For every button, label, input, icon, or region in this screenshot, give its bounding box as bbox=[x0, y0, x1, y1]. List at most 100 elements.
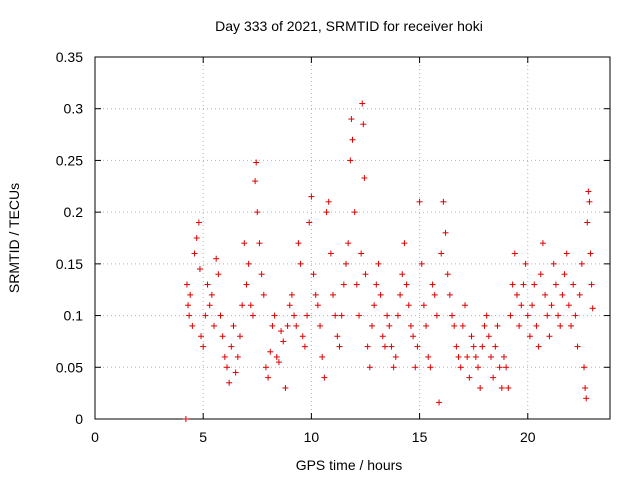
data-point bbox=[306, 219, 313, 226]
data-point bbox=[425, 353, 432, 360]
data-point bbox=[193, 235, 200, 241]
data-point bbox=[446, 291, 453, 298]
data-point bbox=[379, 333, 386, 340]
y-tick-label: 0.25 bbox=[56, 152, 83, 168]
data-point bbox=[588, 281, 595, 288]
data-point bbox=[420, 302, 427, 309]
data-point bbox=[262, 364, 269, 371]
data-point bbox=[332, 312, 339, 319]
data-point bbox=[546, 333, 553, 340]
data-point bbox=[584, 219, 591, 226]
data-point bbox=[403, 281, 410, 288]
data-point bbox=[304, 312, 311, 319]
data-point bbox=[278, 328, 285, 335]
data-point bbox=[531, 281, 538, 288]
data-point bbox=[483, 312, 490, 319]
data-point bbox=[348, 116, 355, 123]
data-point bbox=[492, 343, 499, 350]
grid bbox=[95, 57, 610, 419]
data-point bbox=[273, 353, 280, 360]
data-point bbox=[533, 322, 540, 329]
data-point bbox=[310, 271, 317, 278]
data-point bbox=[211, 322, 218, 329]
data-point bbox=[490, 374, 497, 381]
data-point bbox=[576, 291, 583, 298]
data-point bbox=[182, 416, 189, 422]
data-point bbox=[221, 353, 228, 360]
data-point bbox=[336, 343, 343, 350]
data-point bbox=[442, 229, 449, 236]
data-point bbox=[399, 271, 406, 278]
data-point bbox=[436, 399, 443, 406]
data-point bbox=[468, 333, 475, 340]
data-point bbox=[189, 322, 196, 329]
data-point bbox=[260, 291, 267, 298]
data-point bbox=[550, 260, 557, 267]
data-point bbox=[321, 374, 328, 381]
data-point bbox=[563, 250, 570, 257]
data-point bbox=[271, 312, 278, 319]
data-point bbox=[548, 302, 555, 309]
data-point bbox=[557, 322, 564, 329]
data-point bbox=[245, 260, 252, 267]
data-point bbox=[487, 353, 494, 360]
data-point bbox=[269, 322, 276, 329]
data-point bbox=[236, 333, 243, 340]
data-point bbox=[586, 198, 593, 205]
data-point bbox=[299, 333, 306, 340]
data-point bbox=[485, 333, 492, 340]
data-point bbox=[373, 281, 380, 288]
x-tick-label: 10 bbox=[304, 429, 320, 445]
y-tick-labels: 0 0.05 0.1 0.15 0.2 0.25 0.3 0.35 bbox=[56, 49, 83, 427]
data-point bbox=[526, 333, 533, 340]
data-point bbox=[351, 209, 358, 216]
data-point bbox=[327, 250, 334, 257]
data-point bbox=[284, 322, 291, 329]
data-point bbox=[507, 312, 514, 319]
data-point bbox=[349, 136, 356, 143]
data-point bbox=[479, 343, 486, 350]
data-point bbox=[343, 260, 350, 267]
data-point bbox=[249, 312, 256, 319]
data-point bbox=[410, 333, 417, 340]
x-axis-label: GPS time / hours bbox=[296, 457, 403, 473]
data-point bbox=[470, 343, 477, 350]
data-point bbox=[520, 281, 527, 288]
data-point bbox=[451, 322, 458, 329]
data-point bbox=[544, 312, 551, 319]
data-point bbox=[513, 291, 520, 298]
data-point bbox=[475, 364, 482, 371]
data-point bbox=[253, 159, 260, 166]
data-point bbox=[223, 364, 230, 371]
data-point bbox=[498, 384, 505, 391]
data-point bbox=[267, 348, 274, 355]
data-point bbox=[371, 302, 378, 309]
data-point bbox=[585, 188, 592, 195]
data-point bbox=[429, 281, 436, 288]
data-point bbox=[247, 302, 254, 309]
data-point bbox=[187, 291, 194, 298]
data-point bbox=[239, 302, 246, 309]
data-point bbox=[228, 343, 235, 350]
data-point bbox=[570, 281, 577, 288]
data-point bbox=[500, 353, 507, 360]
data-point bbox=[535, 343, 542, 350]
data-point bbox=[185, 302, 192, 309]
data-point bbox=[323, 209, 330, 216]
data-point bbox=[243, 281, 250, 288]
x-tick-label: 15 bbox=[412, 429, 428, 445]
data-point bbox=[416, 198, 423, 205]
data-point bbox=[215, 271, 222, 278]
data-point bbox=[431, 291, 438, 298]
data-point bbox=[464, 353, 471, 360]
data-point bbox=[288, 291, 295, 298]
data-point bbox=[183, 281, 190, 288]
data-point bbox=[423, 322, 430, 329]
data-point bbox=[234, 353, 241, 360]
data-point bbox=[552, 281, 559, 288]
data-point bbox=[578, 260, 585, 267]
data-point bbox=[377, 291, 384, 298]
y-tick-label: 0.2 bbox=[64, 204, 84, 220]
data-point bbox=[213, 255, 220, 262]
